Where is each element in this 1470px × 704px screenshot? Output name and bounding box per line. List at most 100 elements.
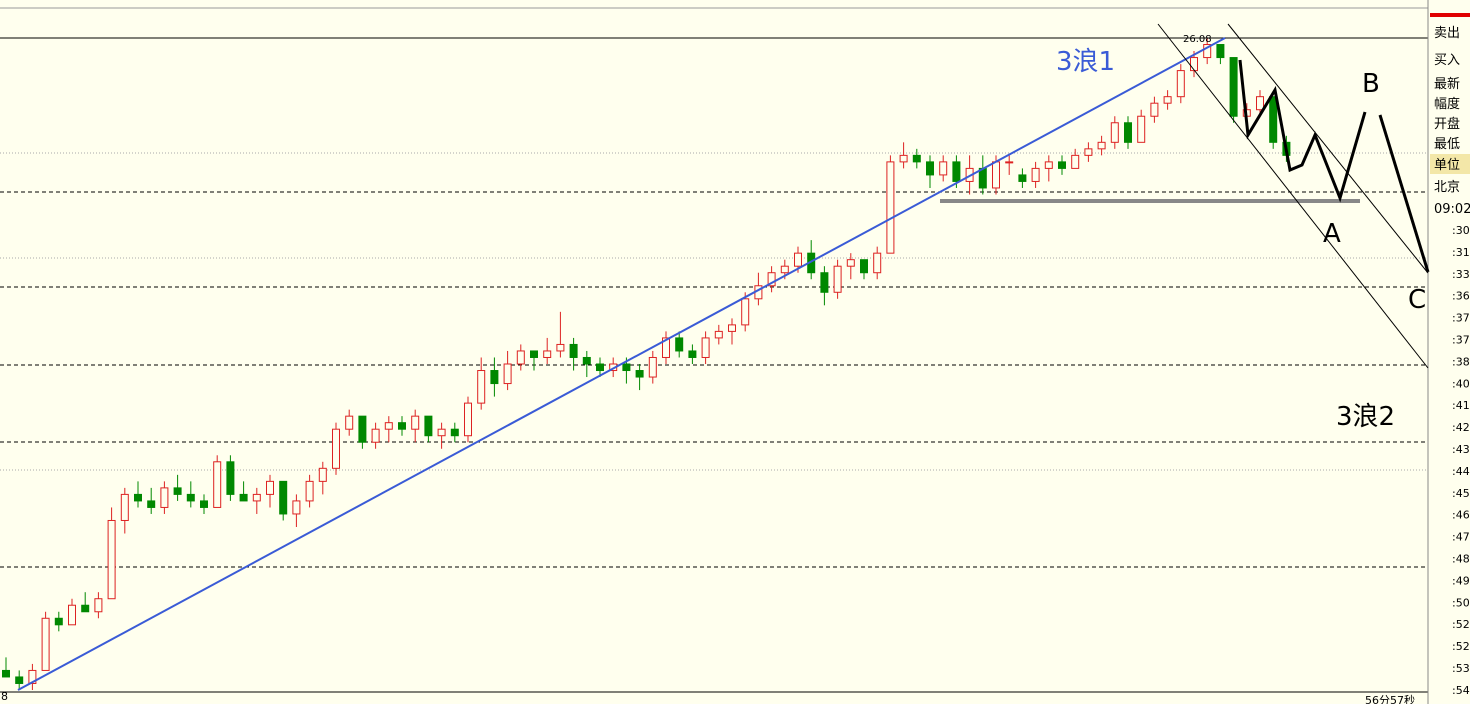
unit-highlight (1430, 154, 1470, 174)
candle-body (213, 461, 222, 508)
panel-label: 最低 (1434, 137, 1460, 152)
time-label: :37 (1452, 334, 1470, 347)
candle-body (1110, 122, 1119, 143)
time-label: :49 (1452, 574, 1470, 587)
candle-body (1044, 161, 1053, 169)
dashed-levels (0, 191, 1428, 568)
time-label: :41 (1452, 399, 1470, 412)
candle-body (992, 161, 1000, 189)
candle-body (279, 480, 288, 515)
candle-body (68, 604, 76, 626)
candle-body (635, 370, 644, 378)
time-label: :40 (1452, 377, 1470, 390)
candle-body (107, 519, 116, 600)
candle-body (490, 370, 499, 385)
annotation: A (1323, 219, 1341, 249)
candle-body (371, 428, 380, 443)
candle-body (899, 154, 908, 163)
time-label: :50 (1452, 596, 1470, 609)
candle-body (424, 415, 433, 437)
candle-body (266, 480, 274, 495)
candle-body (688, 350, 697, 358)
candle-body (1229, 57, 1238, 117)
candle-body (1071, 154, 1080, 169)
annotation: 3浪1 (1056, 47, 1115, 77)
time-label: :52 (1452, 640, 1470, 653)
candle-body (358, 415, 367, 443)
panel-label: 开盘 (1434, 116, 1460, 132)
candle-body (81, 604, 90, 613)
candle-body (1137, 115, 1146, 143)
candle-body (1256, 96, 1264, 111)
wave-arrows (1238, 59, 1430, 273)
candle-body (926, 161, 934, 176)
trend-line (17, 37, 1226, 691)
candle-body (411, 415, 420, 430)
candle-body (173, 487, 182, 495)
panel-marker (1430, 13, 1470, 17)
candle-body (596, 363, 604, 372)
time-label: :31 (1452, 246, 1470, 259)
annotation: 3浪2 (1336, 402, 1395, 432)
candle-body (582, 356, 591, 365)
candle-body (1216, 44, 1225, 59)
time-label: :37 (1452, 312, 1470, 325)
panel-label: 卖出 (1434, 26, 1460, 41)
panel-label: 最新 (1434, 76, 1460, 92)
candle-body (675, 337, 684, 352)
candle-body (1124, 122, 1132, 143)
candle-body (820, 272, 829, 293)
time-label: :53 (1452, 662, 1470, 675)
candle-body (714, 330, 723, 339)
time-label: :47 (1452, 531, 1470, 544)
candle-body (186, 493, 195, 502)
candle-body (939, 161, 948, 176)
time-label: :38 (1452, 355, 1470, 368)
time-label: :33 (1452, 268, 1470, 281)
candle-body (477, 370, 486, 404)
time-label: :54 (1452, 684, 1470, 697)
candle-body (1176, 70, 1185, 98)
candle-body (54, 617, 63, 626)
candle-body (2, 669, 10, 678)
candle-body (978, 167, 987, 189)
time-label: :45 (1452, 487, 1470, 500)
candle-body (94, 598, 103, 613)
candle-body (120, 493, 129, 521)
candle-body (530, 350, 538, 358)
time-label: :43 (1452, 443, 1470, 456)
time-label: :42 (1452, 421, 1470, 434)
candle-body (1163, 96, 1172, 104)
candle-body (767, 272, 776, 287)
candle-body (147, 500, 156, 508)
candle-body (398, 422, 406, 430)
candle-body (648, 356, 657, 378)
candle-body (952, 161, 961, 182)
panel-label: 北京 (1434, 180, 1460, 195)
candle-body (873, 252, 882, 274)
candle-body (1084, 148, 1093, 156)
candle-body (662, 337, 670, 358)
dotted-levels (0, 152, 1428, 471)
footer-right: 56分57秒 (1365, 693, 1415, 704)
candle-body (292, 500, 301, 515)
panel-label: 09:02 (1434, 202, 1470, 217)
candle-body (846, 259, 855, 267)
time-label: :48 (1452, 553, 1470, 566)
candle-body (134, 493, 142, 502)
time-label: :46 (1452, 509, 1470, 522)
candle-body (252, 493, 261, 502)
candle-body (556, 343, 565, 352)
candle-body (1269, 96, 1278, 143)
candle-body (28, 669, 37, 684)
candle-body (794, 252, 802, 267)
candle-body (1018, 174, 1027, 182)
candle-body (345, 415, 354, 430)
candle-body (516, 350, 525, 365)
candle-body (543, 350, 552, 358)
candle-body (1190, 57, 1198, 72)
time-label: :36 (1452, 290, 1470, 303)
